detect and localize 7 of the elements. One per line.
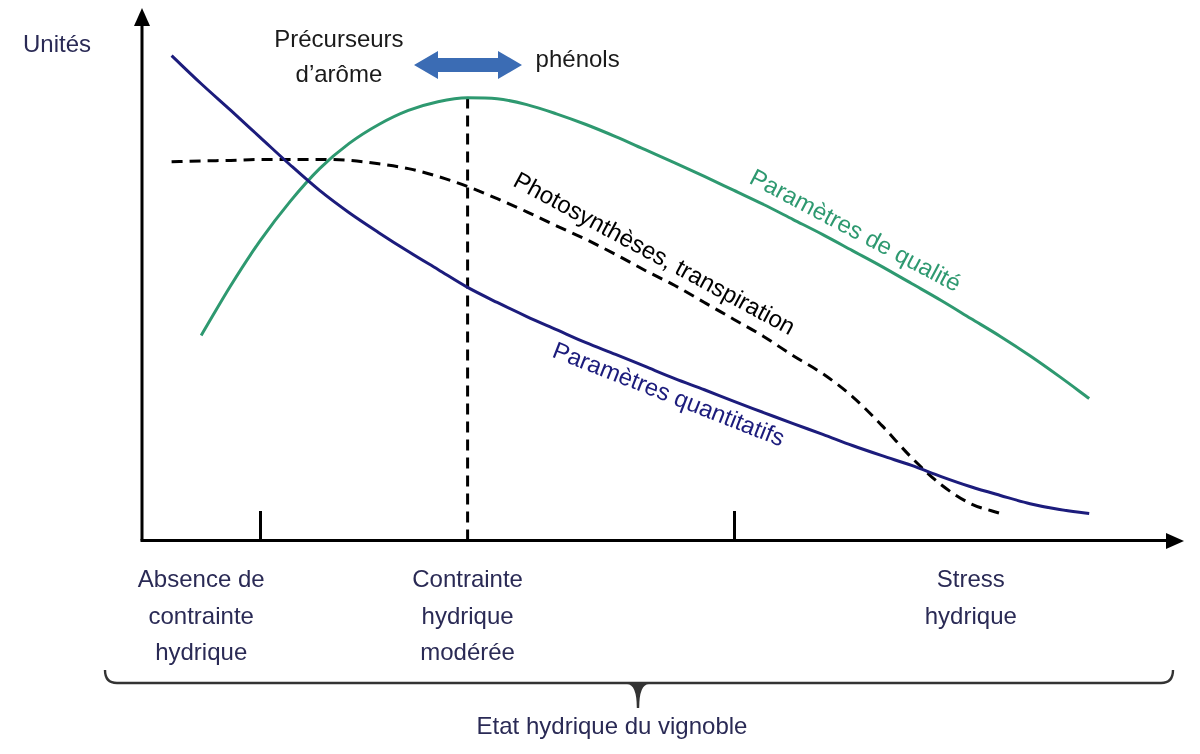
annotation: Précurseurs d’arôme — [274, 25, 404, 88]
x-tick-label: Stress hydrique — [924, 565, 1017, 629]
x-tick-label: Absence de contrainte hydrique — [137, 565, 265, 666]
annotation: phénols — [535, 44, 620, 72]
y-axis-title: Unités — [22, 29, 92, 57]
x-tick-label: Contrainte hydrique modérée — [412, 565, 523, 666]
x-axis-title: Etat hydrique du vignoble — [476, 712, 748, 740]
